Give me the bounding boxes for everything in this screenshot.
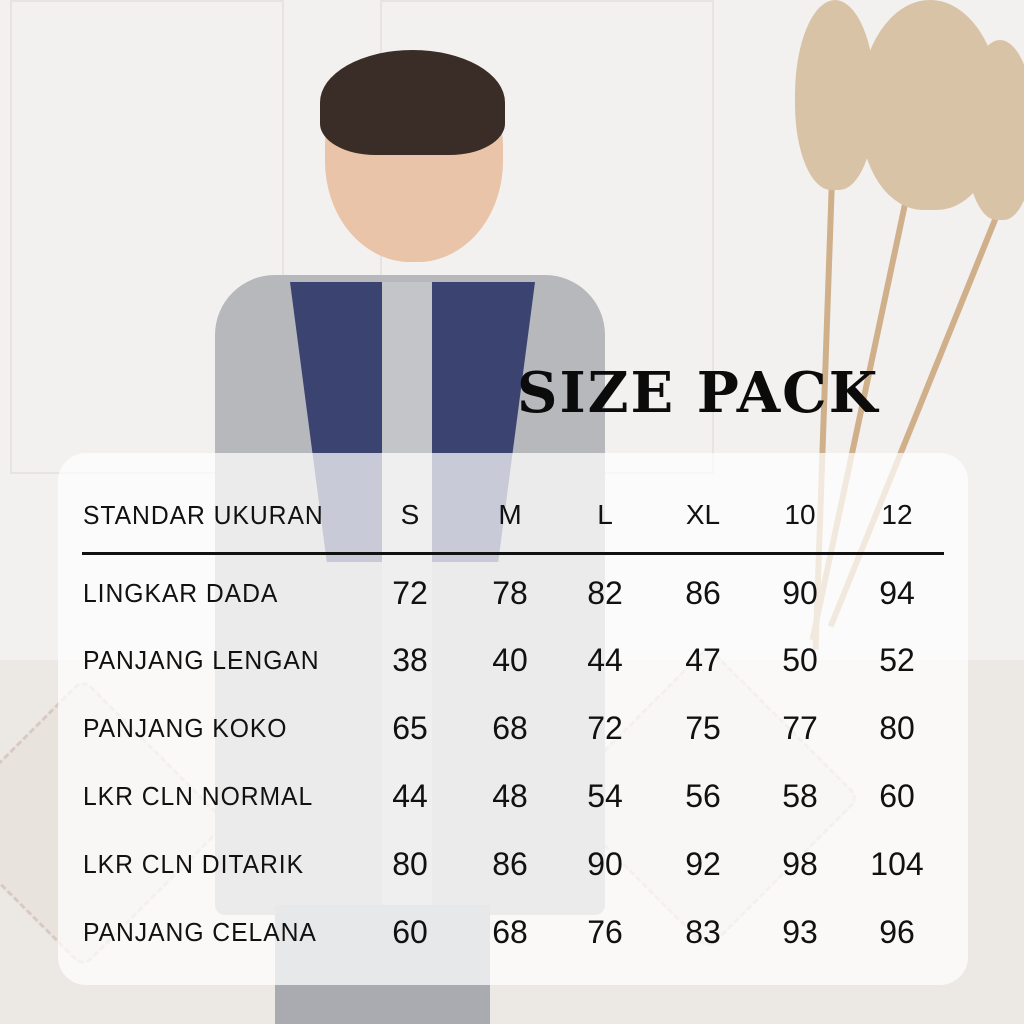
table-cell: 92	[685, 846, 721, 882]
table-cell: 82	[587, 575, 623, 611]
size-header: M	[498, 499, 522, 530]
page-title: SIZE PACK	[517, 360, 880, 426]
table-row: LKR CLN DITARIK 80 86 90 92 98 104	[0, 839, 1024, 889]
table-cell: 47	[685, 642, 721, 678]
table-cell: 38	[392, 642, 428, 678]
table-cell: 90	[587, 846, 623, 882]
table-cell: 93	[782, 914, 818, 950]
row-label: LKR CLN NORMAL	[83, 781, 314, 811]
boy-hair	[320, 50, 505, 155]
table-cell: 44	[587, 642, 623, 678]
row-label: LINGKAR DADA	[83, 578, 279, 608]
size-header: XL	[685, 499, 721, 530]
row-label: PANJANG KOKO	[83, 713, 288, 743]
table-cell: 72	[587, 710, 623, 746]
table-cell: 86	[685, 575, 721, 611]
table-cell: 68	[492, 710, 528, 746]
table-cell: 44	[392, 778, 428, 814]
table-cell: 48	[492, 778, 528, 814]
header-divider	[82, 552, 944, 555]
table-row: PANJANG LENGAN 38 40 44 47 50 52	[0, 635, 1024, 685]
size-header: L	[597, 499, 613, 530]
table-cell: 83	[685, 914, 721, 950]
table-row: LINGKAR DADA 72 78 82 86 90 94	[0, 568, 1024, 618]
table-cell: 75	[685, 710, 721, 746]
table-cell: 68	[492, 914, 528, 950]
table-cell: 40	[492, 642, 528, 678]
table-row: PANJANG CELANA 60 68 76 83 93 96	[0, 907, 1024, 957]
size-header: S	[400, 499, 420, 530]
table-cell: 90	[782, 575, 818, 611]
table-cell: 58	[782, 778, 818, 814]
row-label: PANJANG CELANA	[83, 917, 317, 947]
table-cell: 52	[879, 642, 915, 678]
table-cell: 80	[879, 710, 915, 746]
table-cell: 96	[879, 914, 915, 950]
table-cell: 76	[587, 914, 623, 950]
row-label: LKR CLN DITARIK	[83, 849, 305, 879]
size-header: 12	[881, 499, 913, 530]
table-cell: 78	[492, 575, 528, 611]
table-cell: 50	[782, 642, 818, 678]
table-cell: 98	[782, 846, 818, 882]
table-header-row: STANDAR UKURAN S M L XL 10 12	[0, 490, 1024, 540]
table-cell: 60	[879, 778, 915, 814]
table-cell: 56	[685, 778, 721, 814]
dried-leaf	[965, 40, 1024, 220]
table-cell: 77	[782, 710, 818, 746]
table-cell: 65	[392, 710, 428, 746]
table-row: LKR CLN NORMAL 44 48 54 56 58 60	[0, 771, 1024, 821]
size-chart-panel	[58, 453, 968, 985]
table-row: PANJANG KOKO 65 68 72 75 77 80	[0, 703, 1024, 753]
table-cell: 80	[392, 846, 428, 882]
row-label: PANJANG LENGAN	[83, 645, 320, 675]
table-cell: 86	[492, 846, 528, 882]
header-label: STANDAR UKURAN	[83, 500, 324, 530]
size-header: 10	[784, 499, 816, 530]
table-cell: 54	[587, 778, 623, 814]
table-cell: 72	[392, 575, 428, 611]
table-cell: 94	[879, 575, 915, 611]
table-cell: 60	[392, 914, 428, 950]
table-cell: 104	[870, 846, 924, 882]
